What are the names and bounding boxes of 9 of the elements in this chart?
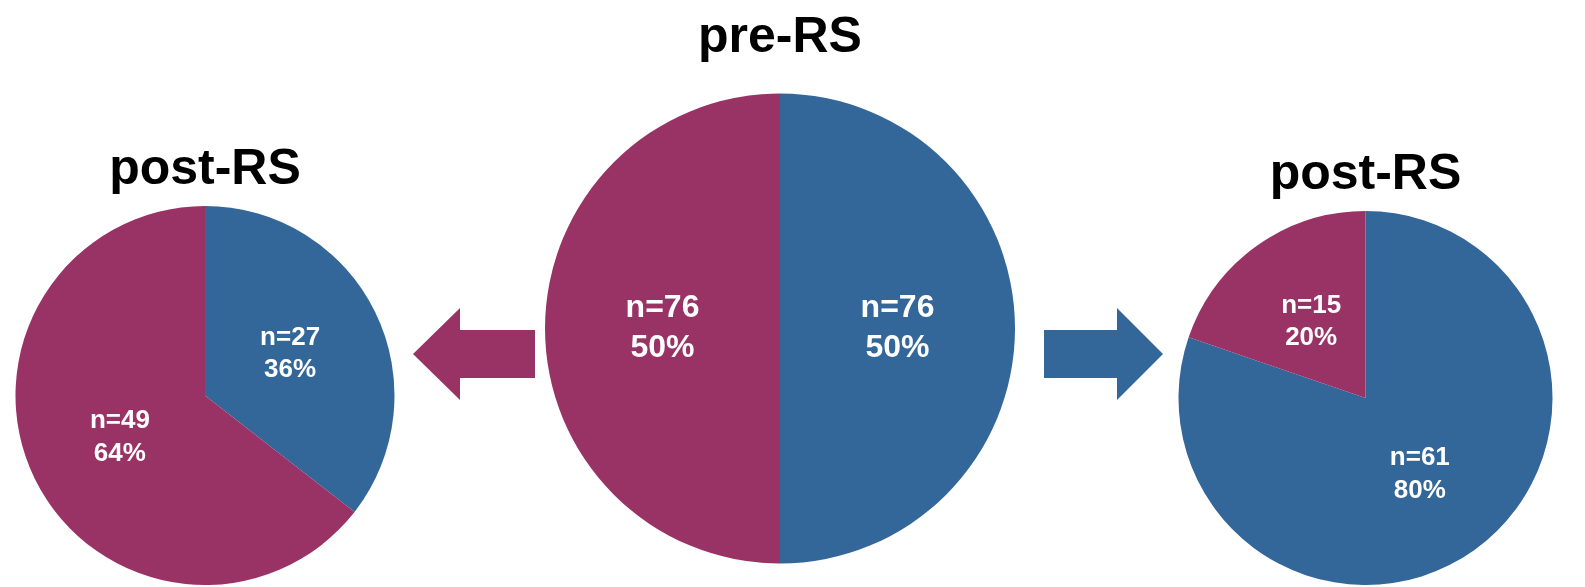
chart-title: post-RS: [109, 138, 301, 195]
data-label: n=61 80%: [1389, 441, 1450, 504]
data-label: n=27 36%: [260, 320, 321, 384]
data-label: n=76 50%: [625, 288, 700, 365]
data-label: n=15 20%: [1281, 288, 1342, 352]
data-label: n=49 64%: [89, 404, 150, 467]
chart-title: pre-RS: [698, 6, 862, 63]
data-label: n=76 50%: [860, 288, 935, 365]
chart-title: post-RS: [1269, 143, 1462, 200]
